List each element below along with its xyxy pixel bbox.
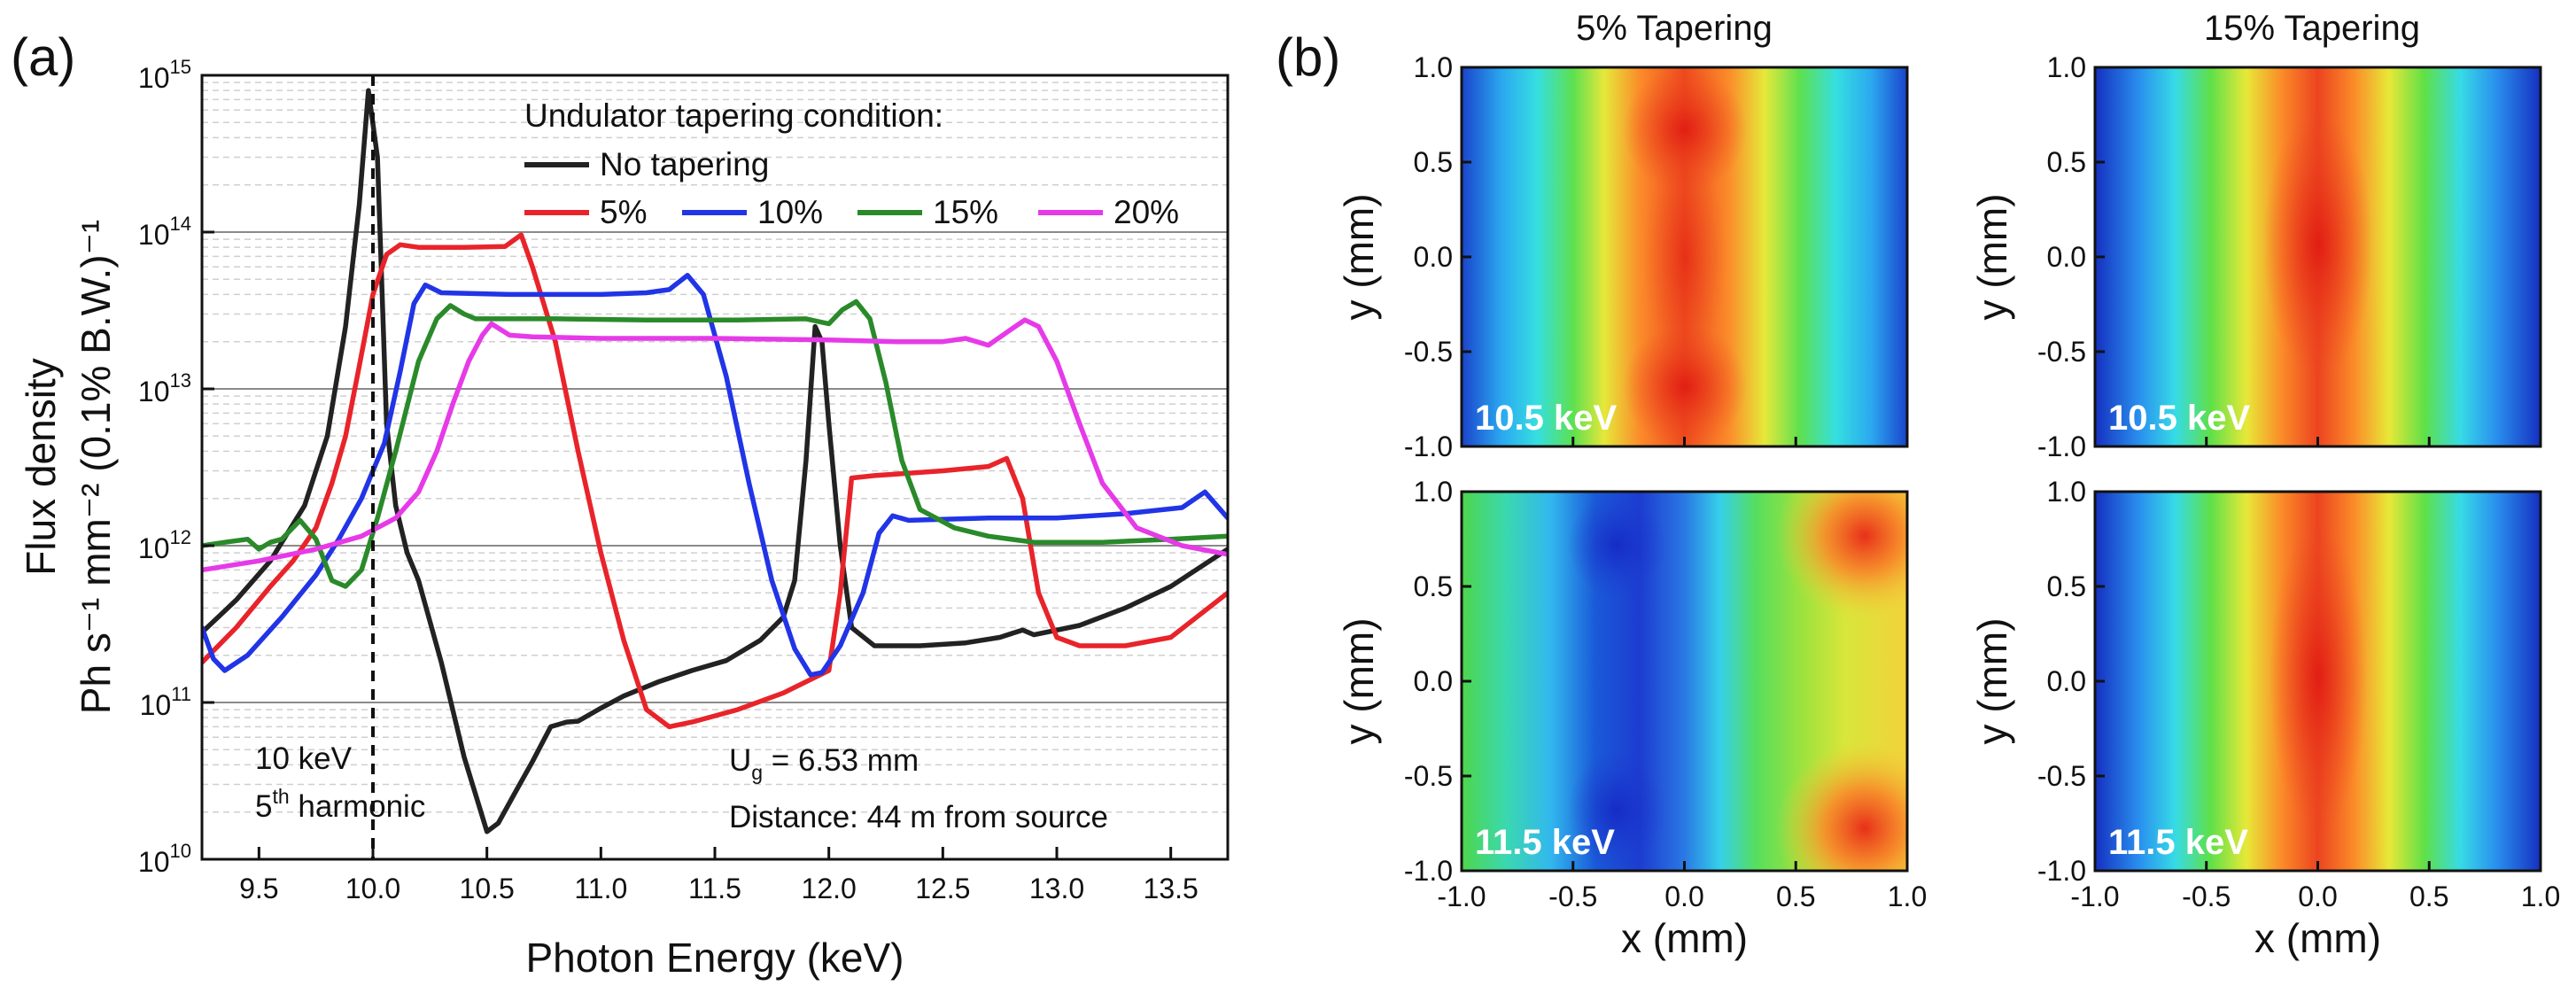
- legend-label-10pct: 10%: [757, 194, 823, 230]
- energy-label: 11.5 keV: [1475, 823, 1615, 862]
- x-tick-label: 9.5: [239, 873, 278, 904]
- x-tick-label: 13.5: [1144, 873, 1199, 904]
- y-axis-label-line2: Ph s⁻¹ mm⁻² (0.1% B.W.)⁻¹: [73, 220, 119, 714]
- heatmap-y-axis-label: y (mm): [1336, 193, 1382, 320]
- legend-label-20pct: 20%: [1113, 194, 1179, 230]
- x-tick-label: -0.5: [1548, 881, 1597, 912]
- heatmap-y-axis-label: y (mm): [1969, 617, 2015, 744]
- heatmap-15pct-10-5kev: 10.5 keV: [2095, 67, 2541, 446]
- x-tick-label: -1.0: [1437, 881, 1486, 912]
- energy-label: 10.5 keV: [1475, 399, 1617, 438]
- heatmap-x-axis-label: x (mm): [1621, 915, 1748, 961]
- y-tick-label: 0.0: [1414, 665, 1453, 697]
- series-line-1: [202, 232, 1228, 730]
- series-line-3: [202, 299, 1228, 589]
- y-tick-label: 0.5: [2047, 570, 2086, 602]
- series-group: [202, 88, 1228, 834]
- x-tick-label: -0.5: [2182, 881, 2231, 912]
- heatmap-x-axis-label: x (mm): [2254, 915, 2381, 961]
- heatmap-ticks: -1.0 -0.5 0.0 0.5 1.0 y (mm) -1.0 -0.5 0.0 0.5 1.0…: [1336, 51, 2560, 961]
- y-tick-label: 0.0: [1414, 241, 1453, 273]
- energy-label: 10.5 keV: [2108, 399, 2250, 438]
- marker-label-energy: 10 keV: [255, 741, 353, 776]
- y-tick-label: 1014: [138, 213, 191, 251]
- y-tick-label: 0.0: [2047, 665, 2086, 697]
- x-tick-label: 13.0: [1029, 873, 1084, 904]
- y-axis-label-line1: Flux density: [18, 358, 64, 575]
- series-line-0: [202, 88, 1228, 834]
- x-tick-label: 10.5: [460, 873, 515, 904]
- x-tick-label: 0.0: [2298, 881, 2337, 912]
- y-tick-label: -1.0: [2037, 431, 2086, 462]
- x-tick-label: 10.0: [345, 873, 400, 904]
- x-tick-label: 12.0: [802, 873, 857, 904]
- heatmap-15pct-11-5kev: 11.5 keV: [2095, 492, 2541, 871]
- panel-b-label: (b): [1276, 27, 1340, 87]
- legend-label-15pct: 15%: [933, 194, 998, 230]
- y-tick-label: 1012: [138, 526, 191, 564]
- y-tick-label: 1010: [138, 840, 191, 878]
- x-tick-label: 0.5: [2409, 881, 2448, 912]
- legend-title: Undulator tapering condition:: [524, 97, 943, 134]
- y-tick-label: 1.0: [1414, 476, 1453, 508]
- y-tick-label: -1.0: [2037, 855, 2086, 887]
- x-tick-label: 0.0: [1664, 881, 1703, 912]
- y-tick-label: 1.0: [1414, 51, 1453, 83]
- x-tick-label: 11.5: [688, 873, 741, 904]
- x-axis-label: Photon Energy (keV): [525, 935, 904, 981]
- y-tick-label: -0.5: [2037, 336, 2086, 368]
- grid: [202, 81, 1228, 813]
- column-title-5pct: 5% Tapering: [1576, 9, 1773, 48]
- y-tick-label: -0.5: [1404, 336, 1453, 368]
- x-tick-label: 11.0: [574, 873, 627, 904]
- column-title-15pct: 15% Tapering: [2204, 9, 2420, 48]
- series-line-4: [202, 317, 1228, 573]
- y-tick-label: 0.5: [1414, 570, 1453, 602]
- series-line-2: [202, 273, 1228, 678]
- y-tick-label: 0.5: [1414, 146, 1453, 178]
- y-tick-label: 1.0: [2047, 51, 2086, 83]
- distance-label: Distance: 44 m from source: [729, 800, 1108, 834]
- y-tick-label: 1011: [140, 683, 191, 721]
- plot-frame: [200, 74, 1230, 861]
- heatmap-y-axis-label: y (mm): [1336, 617, 1382, 744]
- x-tick-label: 0.5: [1776, 881, 1815, 912]
- legend-label-no-tapering: No tapering: [600, 146, 769, 182]
- energy-label: 11.5 keV: [2108, 823, 2248, 862]
- undulator-gap-label: Ug = 6.53 mm: [729, 743, 919, 784]
- panel-a-label: (a): [11, 27, 75, 87]
- panel-a-chart: 9.5 10.0 10.5 11.0 11.5 12.0 12.5 13.0 13.5 1010 1…: [18, 56, 1230, 981]
- legend-label-5pct: 5%: [600, 194, 647, 230]
- y-tick-label: -1.0: [1404, 855, 1453, 887]
- x-tick-label: 1.0: [2521, 881, 2560, 912]
- legend: Undulator tapering condition: No taperin…: [524, 97, 1179, 230]
- axis-ticks: 9.5 10.0 10.5 11.0 11.5 12.0 12.5 13.0 13.5 1010 1…: [138, 56, 1199, 904]
- marker-label-harmonic: 5th harmonic: [255, 785, 425, 824]
- heatmap-5pct-11-5kev: 11.5 keV: [1462, 492, 1907, 871]
- x-tick-label: 12.5: [915, 873, 970, 904]
- y-tick-label: -0.5: [2037, 760, 2086, 792]
- y-tick-label: -0.5: [1404, 760, 1453, 792]
- heatmap-y-axis-label: y (mm): [1969, 193, 2015, 320]
- y-tick-label: 1013: [138, 369, 191, 407]
- y-tick-label: -1.0: [1404, 431, 1453, 462]
- y-tick-label: 0.0: [2047, 241, 2086, 273]
- y-tick-label: 1.0: [2047, 476, 2086, 508]
- y-tick-label: 1015: [138, 56, 191, 94]
- x-tick-label: -1.0: [2070, 881, 2119, 912]
- heatmap-5pct-10-5kev: 10.5 keV: [1462, 67, 1907, 446]
- y-tick-label: 0.5: [2047, 146, 2086, 178]
- x-tick-label: 1.0: [1888, 881, 1927, 912]
